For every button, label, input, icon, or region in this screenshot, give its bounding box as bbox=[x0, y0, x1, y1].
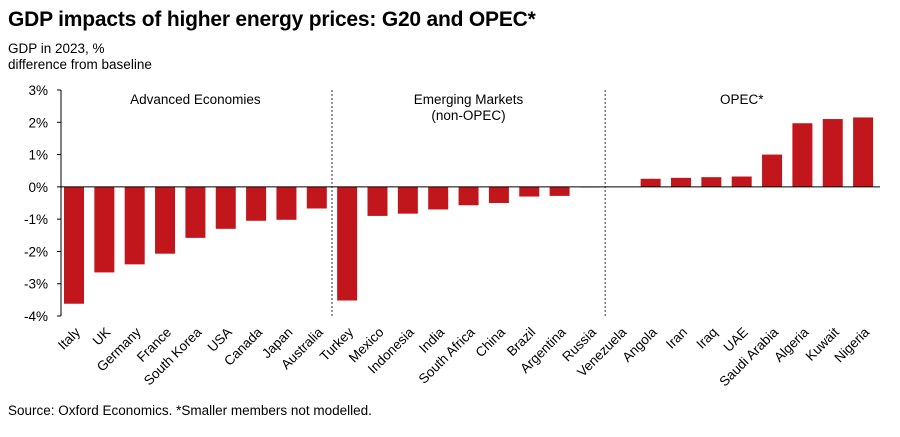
bar bbox=[428, 186, 449, 210]
chart-title: GDP impacts of higher energy prices: G20… bbox=[8, 8, 536, 31]
x-tick-label: Nigeria bbox=[831, 324, 872, 365]
source-note: Source: Oxford Economics. *Smaller membe… bbox=[8, 403, 372, 418]
bar bbox=[185, 186, 206, 238]
bar bbox=[519, 186, 540, 197]
y-tick-label: 1% bbox=[28, 148, 48, 163]
group-label: (non-OPEC) bbox=[431, 108, 505, 123]
y-tick-label: -3% bbox=[24, 277, 48, 292]
y-tick-label: -1% bbox=[24, 212, 48, 227]
bar bbox=[731, 176, 752, 187]
x-tick-label: Iran bbox=[663, 325, 690, 352]
subtitle-line-2: difference from baseline bbox=[8, 57, 152, 72]
group-label: Emerging Markets bbox=[414, 92, 524, 107]
bar bbox=[397, 186, 418, 214]
bar bbox=[246, 186, 267, 221]
y-tick-label: 3% bbox=[28, 83, 48, 98]
x-tick-label: Italy bbox=[55, 324, 83, 352]
bar bbox=[276, 186, 297, 220]
bar bbox=[215, 186, 236, 229]
bar bbox=[155, 186, 176, 254]
x-tick-label: Iraq bbox=[693, 325, 720, 352]
bar bbox=[792, 123, 813, 187]
bar bbox=[701, 177, 722, 187]
bar bbox=[306, 186, 327, 209]
bar bbox=[64, 186, 84, 304]
bar bbox=[458, 186, 479, 206]
y-tick-label: 2% bbox=[28, 115, 48, 130]
y-tick-label: 0% bbox=[28, 180, 48, 195]
bar bbox=[762, 154, 783, 187]
x-tick-label: Algeria bbox=[771, 324, 812, 365]
group-label: Advanced Economies bbox=[130, 92, 261, 107]
x-tick-label: Angola bbox=[619, 324, 660, 365]
group-label: OPEC* bbox=[720, 92, 764, 107]
bar bbox=[94, 186, 115, 273]
x-tick-label: UK bbox=[90, 325, 114, 349]
bar bbox=[853, 117, 874, 187]
chart-subtitle: GDP in 2023, % difference from baseline bbox=[8, 41, 152, 73]
y-tick-label: -4% bbox=[24, 309, 48, 324]
bar bbox=[640, 178, 661, 187]
bar bbox=[367, 186, 388, 216]
bar bbox=[488, 186, 509, 203]
bar bbox=[337, 186, 358, 301]
bar bbox=[822, 119, 843, 187]
y-tick-label: -2% bbox=[24, 244, 48, 259]
x-tick-label: China bbox=[472, 324, 508, 360]
bar bbox=[124, 186, 145, 265]
bar bbox=[549, 186, 570, 196]
bar bbox=[671, 177, 691, 187]
subtitle-line-1: GDP in 2023, % bbox=[8, 41, 105, 56]
